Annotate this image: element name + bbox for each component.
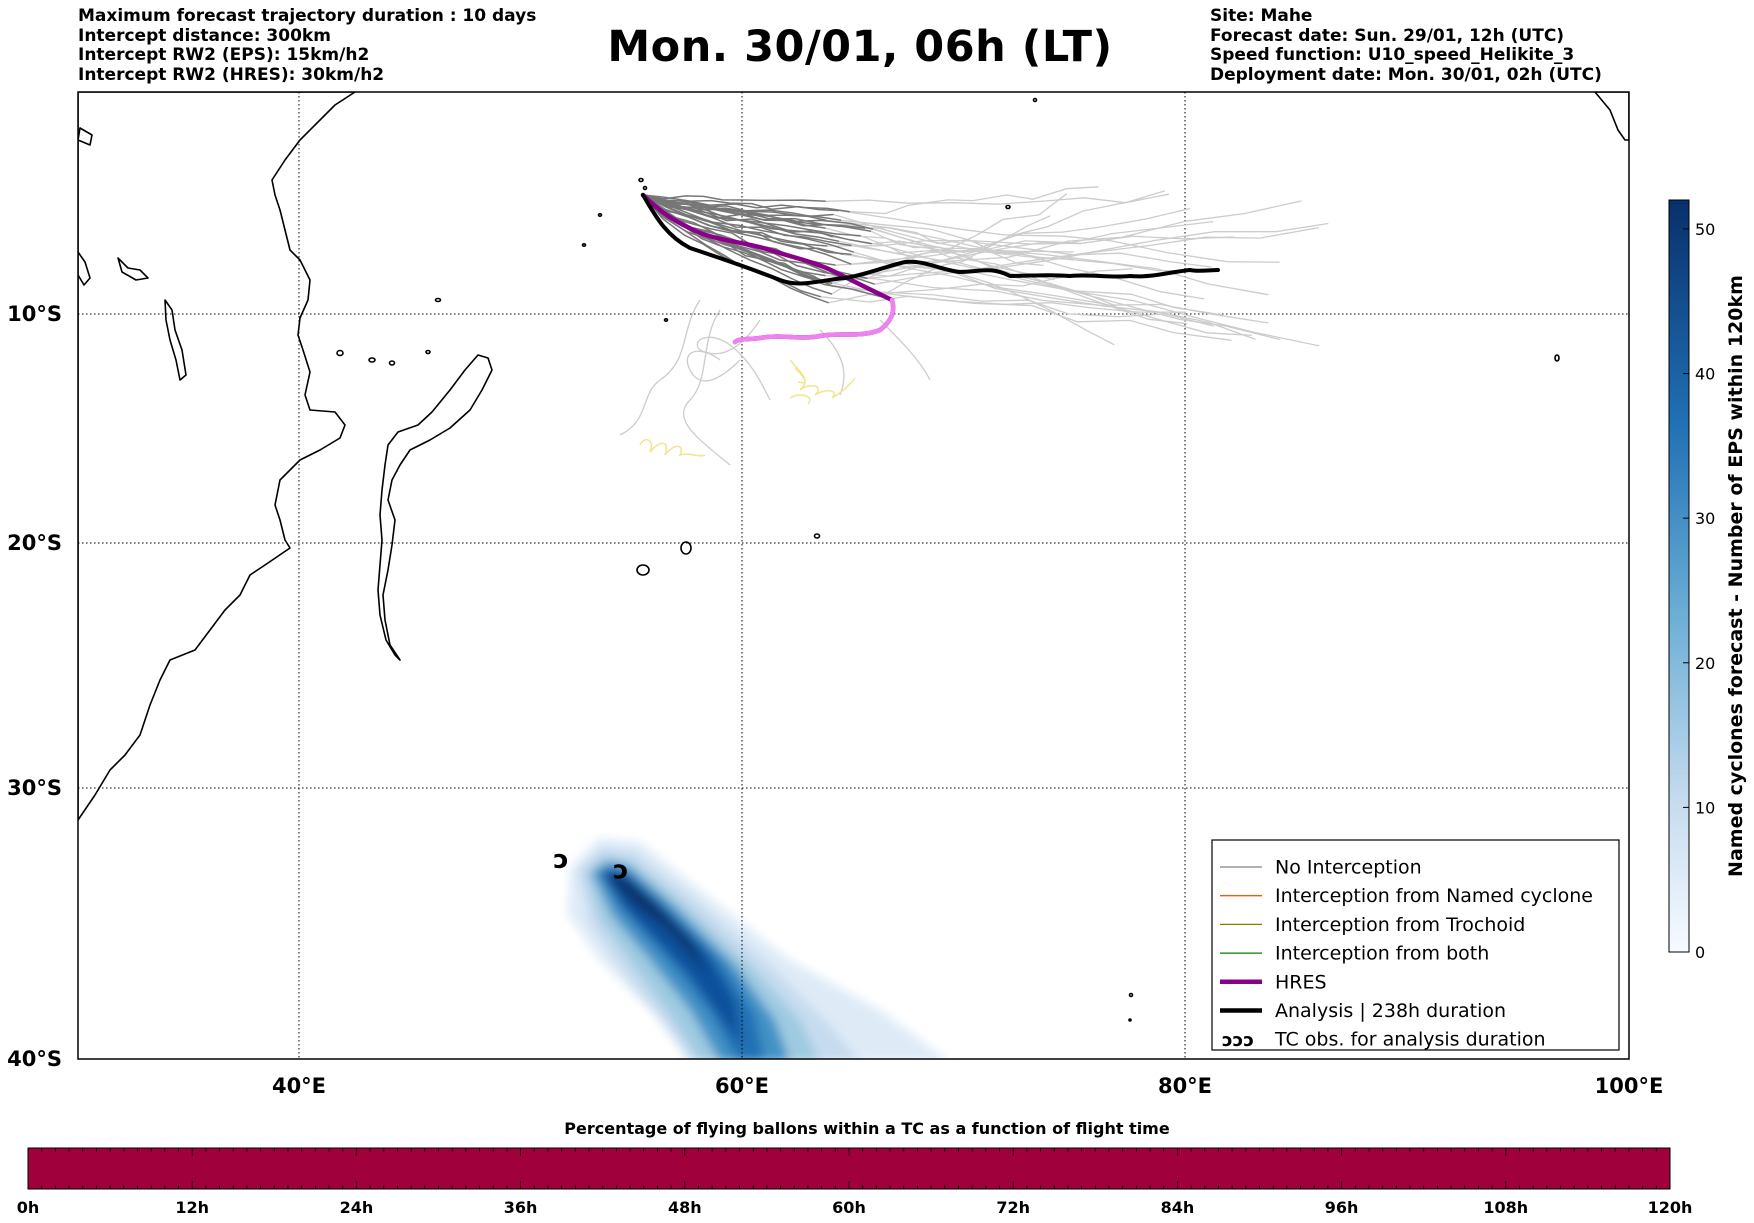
map-title: Mon. 30/01, 06h (LT) — [607, 22, 1113, 72]
eps-trajectory-dark — [642, 194, 855, 253]
lon-tick-80e: 80°E — [1158, 1074, 1212, 1098]
info-max-duration: Maximum forecast trajectory duration : 1… — [78, 6, 537, 26]
info-intercept-hres: Intercept RW2 (HRES): 30km/h2 — [78, 64, 385, 85]
eps-trajectory-dark — [642, 194, 842, 222]
eps-trajectory-dark — [642, 194, 826, 229]
legend-label: Analysis | 238h duration — [1275, 1000, 1506, 1022]
lon-tick-100e: 100°E — [1595, 1074, 1664, 1098]
colorbar-bottom-tick-label: 96h — [1325, 1198, 1359, 1217]
lat-axis: 10°S 20°S 30°S 40°S — [7, 302, 62, 1071]
lat-tick-20s: 20°S — [7, 531, 62, 555]
colorbar-bottom-tick-label: 12h — [175, 1198, 209, 1217]
legend-label: Interception from Trochoid — [1275, 914, 1525, 936]
eps-trajectory-light — [841, 219, 1212, 268]
eps-trajectory-light — [833, 213, 1205, 300]
info-speed-function: Speed function: U10_speed_Helikite_3 — [1210, 45, 1575, 65]
lon-axis: 40°E 60°E 80°E 100°E — [272, 1074, 1663, 1098]
colorbar-right-tick-label: 50 — [1695, 220, 1715, 239]
legend: No Interception Interception from Named c… — [1211, 839, 1620, 1051]
eps-trajectory-light — [696, 319, 771, 401]
eps-trajectory-light — [832, 241, 1082, 285]
eps-trajectory-light — [851, 253, 1252, 336]
eps-trajectory-light — [824, 200, 1302, 284]
lat-tick-40s: 40°S — [7, 1047, 62, 1071]
eps-trajectory-light — [826, 219, 1269, 296]
colorbar-bottom: Percentage of flying ballons within a TC… — [17, 1119, 1693, 1217]
eps-trajectory-light — [853, 251, 1281, 341]
lon-tick-40e: 40°E — [272, 1074, 326, 1098]
eps-trajectory-light — [842, 253, 1256, 341]
colorbar-right: 0 10 20 30 40 50 Named cyclones forecast - Nu… — [1668, 199, 1747, 962]
eps-trajectory-light — [683, 309, 731, 466]
tc-obs-symbol: ↄ — [553, 845, 568, 875]
eps-trajectory-light — [825, 274, 1269, 324]
colorbar-right-tick-label: 10 — [1695, 798, 1715, 817]
cyclone-density-field — [568, 838, 946, 1059]
eps-trajectory-light — [832, 236, 1224, 316]
colorbar-bottom-tick-label: 72h — [996, 1198, 1030, 1217]
legend-label: Interception from both — [1275, 943, 1489, 965]
eps-trajectory-dark — [642, 194, 852, 256]
info-forecast-date: Forecast date: Sun. 29/01, 12h (UTC) — [1210, 25, 1565, 46]
lat-tick-10s: 10°S — [7, 302, 62, 326]
colorbar-bottom-tick-label: 60h — [832, 1198, 866, 1217]
eps-trajectory-light — [825, 227, 1055, 281]
colorbar-bottom-tick-label: 120h — [1648, 1198, 1693, 1217]
tc-obs-symbol: ↄ — [613, 855, 628, 885]
map-frame — [77, 91, 1630, 1060]
trochoid-loops — [639, 359, 856, 457]
eps-trajectory-light — [838, 209, 1280, 263]
legend-label: No Interception — [1275, 857, 1422, 879]
eps-trajectory-light — [825, 193, 1170, 205]
ensemble-trajectories-light — [619, 186, 1329, 466]
colorbar-bottom-tick-label: 108h — [1483, 1198, 1528, 1217]
eps-trajectory-light — [880, 215, 1051, 298]
colorbar-right-tick-label: 20 — [1695, 654, 1715, 673]
eps-trajectory-light — [686, 350, 741, 382]
eps-trajectory-dark — [642, 194, 828, 247]
eps-trajectory-dark — [642, 194, 839, 212]
info-intercept-eps: Intercept RW2 (EPS): 15km/h2 — [78, 45, 370, 65]
coastlines — [78, 92, 1629, 1022]
info-left: Maximum forecast trajectory duration : 1… — [78, 6, 537, 85]
colorbar-bottom-title: Percentage of flying ballons within a TC… — [564, 1119, 1170, 1138]
eps-trajectory-light — [849, 186, 1099, 215]
colorbar-bottom-tick-label: 36h — [504, 1198, 538, 1217]
colorbar-right-tick-label: 0 — [1695, 943, 1705, 962]
eps-trajectory-light — [619, 299, 701, 436]
eps-trajectory-dark — [642, 194, 852, 265]
info-right: Site: Mahe Forecast date: Sun. 29/01, 12… — [1210, 6, 1602, 85]
legend-label: Interception from Named cyclone — [1275, 885, 1593, 907]
eps-trajectory-light — [860, 235, 1115, 346]
info-deployment-date: Deployment date: Mon. 30/01, 02h (UTC) — [1210, 64, 1602, 85]
colorbar-bottom-tick-label: 48h — [668, 1198, 702, 1217]
eps-trajectory-dark — [642, 194, 851, 281]
colorbar-right-tick-label: 40 — [1695, 365, 1715, 384]
colorbar-bottom-tick-label: 84h — [1161, 1198, 1195, 1217]
eps-trajectory-dark — [642, 194, 850, 213]
legend-swatch: ↄↄↄ — [1222, 1030, 1254, 1051]
eps-trajectory-dark — [642, 194, 861, 237]
eps-trajectory-dark — [642, 194, 826, 203]
hres-trajectory-late — [732, 297, 896, 345]
colorbar-right-tick-label: 30 — [1695, 509, 1715, 528]
info-intercept-distance: Intercept distance: 300km — [78, 25, 331, 46]
info-site: Site: Mahe — [1210, 6, 1313, 26]
analysis-trajectory — [641, 193, 1220, 286]
colorbar-bottom-tick-label: 24h — [340, 1198, 374, 1217]
legend-label: HRES — [1275, 971, 1327, 993]
eps-trajectory-light — [850, 222, 1329, 281]
colorbar-bottom-tick-label: 0h — [17, 1198, 40, 1217]
eps-trajectory-light — [825, 281, 1232, 341]
eps-trajectory-light — [820, 295, 1187, 313]
lon-tick-60e: 60°E — [715, 1074, 769, 1098]
colorbar-right-label: Named cyclones forecast - Number of EPS … — [1725, 275, 1747, 877]
legend-label: TC obs. for analysis duration — [1274, 1029, 1546, 1051]
eps-trajectory-light — [835, 220, 1214, 266]
lat-tick-30s: 30°S — [7, 776, 62, 800]
